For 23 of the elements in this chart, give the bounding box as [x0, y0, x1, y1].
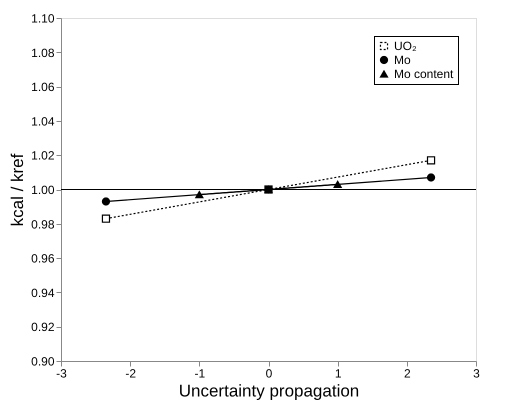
y-tick-label: 0.90: [31, 354, 55, 368]
x-axis-title: Uncertainty propagation: [178, 382, 360, 400]
x-tick-label: 1: [334, 366, 342, 380]
y-tick-label: 0.96: [31, 252, 55, 266]
x-tick-label: -1: [194, 366, 206, 380]
y-tick-label: 1.10: [31, 12, 55, 26]
x-tick-label: 3: [473, 366, 480, 380]
y-tick-label: 1.06: [31, 80, 55, 94]
y-axis-title: kcal / kref: [8, 153, 28, 226]
legend-label: UO₂: [394, 39, 417, 53]
y-tick-label: 0.92: [31, 320, 55, 334]
y-tick-label: 1.02: [31, 148, 55, 163]
y-tick-label: 1.04: [31, 114, 55, 128]
x-tick-label: 0: [266, 366, 273, 380]
x-tick-label: -3: [56, 366, 68, 380]
y-tick-label: 1.08: [31, 46, 55, 60]
y-tick-label: 0.94: [31, 286, 55, 300]
legend-label: Mo content: [394, 67, 454, 81]
x-tick-label: 2: [404, 366, 411, 380]
x-tick-label: -2: [125, 366, 136, 380]
legend-label: Mo: [394, 53, 411, 67]
y-tick-label: 0.98: [31, 217, 55, 232]
y-tick-label: 1.00: [31, 183, 55, 197]
